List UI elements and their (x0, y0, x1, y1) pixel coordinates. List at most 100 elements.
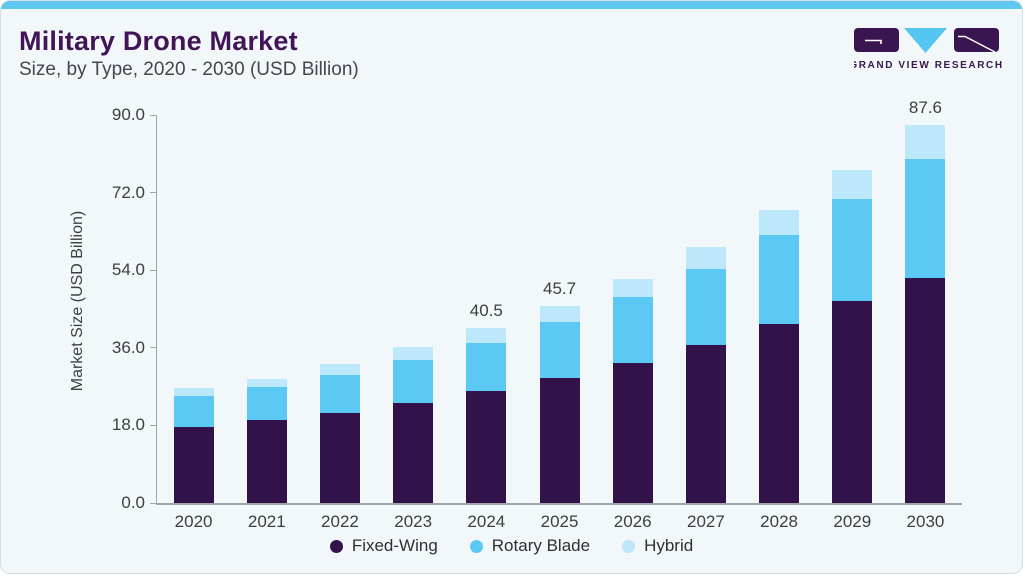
bar-slot: 2029 (816, 115, 889, 531)
bar-segment-hybrid (173, 388, 214, 396)
bar-segment-hybrid (759, 210, 800, 236)
y-tick-mark (150, 192, 157, 194)
bar-total-label: 40.5 (469, 301, 503, 321)
bar-segment-hybrid (612, 279, 653, 298)
bar-segment-fixed-wing (685, 345, 726, 503)
bar-segment-hybrid (905, 125, 946, 159)
bar-segment-rotary-blade (319, 374, 360, 413)
bar-total-label: 87.6 (908, 98, 943, 118)
stacked-bar (393, 347, 434, 503)
logo-r-block (954, 28, 999, 52)
bar-segment-rotary-blade (246, 387, 287, 421)
bar-segment-rotary-blade (905, 158, 946, 278)
bar-slot: 2023 (377, 115, 450, 531)
bar-segment-fixed-wing (612, 362, 653, 503)
legend-dot (329, 539, 343, 553)
page-title: Military Drone Market (19, 26, 298, 56)
plot-area: 2020 2021 2022 2023 40.5 2024 45.7 2025 2026 2027… (112, 98, 962, 531)
bar-segment-hybrid (246, 379, 287, 388)
bar-segment-rotary-blade (173, 395, 214, 427)
bar-segment-hybrid (319, 364, 360, 375)
legend-item-fixed-wing: Fixed-Wing (329, 536, 438, 556)
stacked-bar (759, 210, 800, 503)
bar-slot: 2021 (230, 115, 303, 531)
legend-label: Hybrid (644, 536, 694, 555)
logo-g-mark (865, 39, 882, 44)
x-tick-label: 2029 (833, 512, 872, 531)
x-tick-label: 2023 (394, 512, 433, 531)
y-tick-mark (150, 269, 157, 271)
top-accent-bar (1, 1, 1022, 9)
y-tick-mark (150, 424, 157, 426)
bar-segment-hybrid (393, 347, 434, 360)
bar-segment-rotary-blade (539, 321, 580, 379)
x-tick-label: 2025 (540, 512, 579, 531)
stacked-bar (685, 247, 726, 503)
bar-segment-rotary-blade (393, 359, 434, 403)
y-tick-mark (150, 502, 157, 504)
bar-total-label: 45.7 (542, 278, 577, 298)
stacked-bar (466, 328, 507, 503)
stacked-bar (173, 388, 214, 503)
legend-dot (469, 539, 483, 553)
stacked-bar (319, 364, 360, 503)
bar-slot: 2026 (596, 115, 669, 531)
x-tick-label: 2028 (760, 512, 799, 531)
y-tick-label: 0.0 (121, 493, 145, 512)
stacked-bar (246, 379, 287, 503)
x-tick-label: 2030 (906, 512, 945, 531)
bar-segment-hybrid (685, 247, 726, 269)
y-tick-label: 90.0 (111, 105, 145, 124)
legend-item-hybrid: Hybrid (622, 536, 693, 556)
bar-slot: 2027 (669, 115, 742, 531)
bar-segment-hybrid (539, 306, 580, 322)
x-tick-label: 2020 (174, 512, 213, 531)
y-tick-label: 36.0 (111, 337, 145, 357)
bar-slot: 40.5 2024 (450, 115, 523, 531)
bar-segment-rotary-blade (466, 342, 507, 391)
x-tick-label: 2021 (247, 512, 286, 531)
bar-segment-fixed-wing (319, 412, 360, 503)
legend-item-rotary-blade: Rotary Blade (469, 536, 591, 556)
x-tick-label: 2022 (321, 512, 359, 531)
y-tick-label: 18.0 (111, 415, 145, 435)
bar-segment-fixed-wing (905, 277, 946, 503)
y-tick-label: 72.0 (111, 182, 145, 202)
logo-text: GRAND VIEW RESEARCH (854, 60, 1002, 71)
x-tick-label: 2027 (686, 512, 725, 531)
stacked-bar (905, 125, 946, 503)
y-axis-title: Market Size (USD Billion) (69, 210, 86, 392)
stacked-bar (832, 169, 873, 503)
page-subtitle: Size, by Type, 2020 - 2030 (USD Billion) (19, 59, 359, 80)
y-tick-label: 54.0 (111, 260, 145, 280)
bars-container: 2020 2021 2022 2023 40.5 2024 45.7 2025 2026 2027… (157, 98, 962, 531)
bar-segment-fixed-wing (246, 420, 287, 503)
bar-segment-fixed-wing (832, 301, 873, 503)
bar-segment-hybrid (466, 328, 507, 343)
bar-slot: 2028 (743, 115, 816, 531)
bar-slot: 2022 (303, 115, 376, 531)
bar-segment-fixed-wing (466, 390, 507, 503)
bar-segment-hybrid (832, 169, 873, 199)
x-tick-label: 2026 (613, 512, 652, 531)
logo-v-triangle (904, 28, 947, 53)
legend-label: Rotary Blade (491, 536, 591, 555)
bar-segment-rotary-blade (832, 198, 873, 302)
y-tick-mark (150, 114, 157, 116)
bar-segment-fixed-wing (759, 323, 800, 503)
stacked-bar (612, 279, 653, 503)
bar-segment-rotary-blade (612, 297, 653, 363)
y-tick-mark (150, 347, 157, 349)
chart-legend: Fixed-Wing Rotary Blade Hybrid (1, 536, 1022, 556)
x-tick-label: 2024 (467, 512, 506, 531)
legend-label: Fixed-Wing (351, 536, 438, 555)
bar-slot: 87.6 2030 (889, 98, 962, 531)
legend-dot (622, 539, 636, 553)
stacked-bar (539, 306, 580, 503)
bar-segment-fixed-wing (539, 378, 580, 503)
bar-slot: 2020 (157, 115, 230, 531)
logo-r-mark (958, 35, 996, 53)
gvr-logo: GRAND VIEW RESEARCH (854, 28, 1002, 71)
bar-slot: 45.7 2025 (523, 115, 596, 531)
